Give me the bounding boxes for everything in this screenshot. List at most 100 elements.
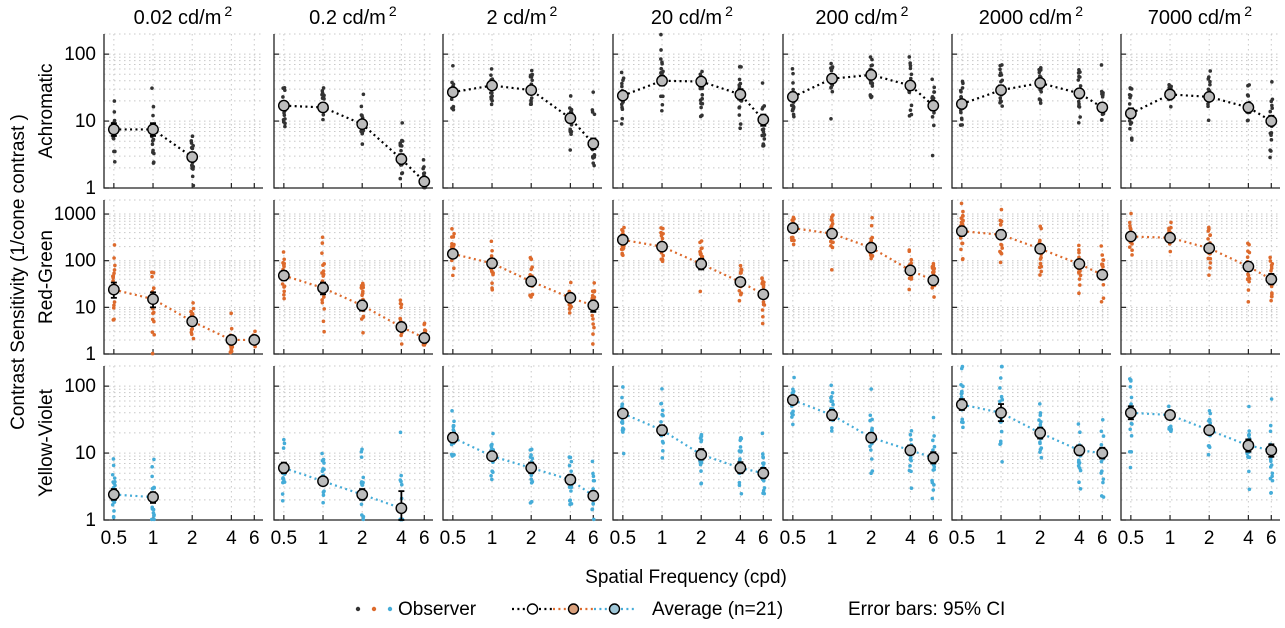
- observer-point: [907, 55, 912, 59]
- average-point: [395, 153, 408, 166]
- observer-point: [660, 456, 665, 460]
- observer-point: [829, 86, 833, 90]
- column-title-superscript: 2: [1244, 3, 1252, 19]
- observer-point: [619, 102, 624, 107]
- legend-observer-dot: [355, 606, 361, 612]
- observer-points: [789, 213, 937, 299]
- observer-point: [932, 266, 937, 271]
- observer-point: [659, 401, 663, 406]
- y-tick-label: 100: [64, 251, 96, 272]
- observer-point: [829, 429, 834, 433]
- observer-point: [830, 426, 834, 430]
- average-point: [656, 424, 668, 437]
- observer-point: [737, 288, 742, 293]
- panel: [612, 32, 772, 189]
- observer-point: [961, 425, 965, 430]
- observer-point: [932, 123, 936, 128]
- observer-point: [1078, 84, 1083, 88]
- panel: [273, 33, 433, 190]
- average-point: [616, 233, 629, 246]
- observer-point: [960, 364, 965, 369]
- observer-point: [529, 68, 534, 73]
- average-line: [113, 493, 154, 499]
- average-point: [486, 79, 498, 92]
- observer-point: [1208, 411, 1213, 416]
- observer-point: [1127, 119, 1132, 123]
- observer-point: [737, 77, 742, 82]
- observer-point: [830, 89, 835, 94]
- x-tick-label: 1: [827, 528, 838, 549]
- observer-point: [529, 480, 534, 485]
- average-point: [486, 257, 498, 270]
- observer-point: [698, 72, 703, 77]
- observer-point: [868, 413, 873, 418]
- observer-point: [112, 149, 116, 154]
- observer-point: [661, 69, 665, 74]
- average-point: [1124, 107, 1137, 120]
- observer-point: [1269, 149, 1273, 153]
- observer-point: [959, 420, 964, 424]
- observer-point: [1099, 429, 1104, 434]
- observer-point: [1268, 429, 1273, 434]
- x-tick-label: 4: [735, 528, 746, 549]
- observer-point: [1099, 471, 1103, 475]
- x-tick-label: 1: [318, 528, 329, 549]
- observer-point: [960, 117, 964, 122]
- observer-point: [870, 57, 874, 62]
- observer-point: [1208, 69, 1213, 73]
- observer-point: [592, 289, 597, 294]
- average-point: [1096, 447, 1109, 459]
- observer-point: [152, 457, 156, 462]
- observer-point: [1246, 288, 1251, 292]
- observer-point: [1077, 248, 1081, 252]
- observer-point: [281, 120, 286, 124]
- observer-point: [790, 237, 795, 242]
- observer-point: [999, 99, 1004, 104]
- observer-point: [1128, 86, 1133, 91]
- legend: Observer Average (n=21) Error bars: 95% …: [355, 599, 1005, 620]
- observer-point: [1037, 70, 1042, 75]
- observer-point: [112, 99, 117, 103]
- observer-point: [791, 422, 795, 427]
- average-point: [587, 299, 600, 312]
- observer-point: [450, 409, 454, 413]
- average-line: [113, 288, 255, 342]
- observer-point: [281, 95, 285, 99]
- observer-point: [151, 270, 156, 275]
- observer-point: [282, 257, 286, 262]
- observer-point: [529, 100, 533, 104]
- observer-point: [1166, 404, 1171, 409]
- average-point: [418, 332, 431, 344]
- average-point: [734, 276, 747, 288]
- x-tick-label: 6: [928, 528, 939, 549]
- observer-point: [191, 306, 196, 311]
- observer-point: [660, 387, 664, 391]
- x-tick-label: 6: [758, 528, 769, 549]
- observer-point: [1000, 397, 1004, 402]
- observer-point: [1078, 487, 1083, 491]
- observer-point: [661, 253, 665, 258]
- average-point: [1242, 101, 1255, 114]
- observer-point: [792, 114, 796, 119]
- observer-point: [698, 436, 703, 440]
- observer-point: [829, 383, 834, 388]
- observer-points: [1127, 377, 1275, 495]
- observer-point: [1268, 255, 1272, 260]
- observer-point: [1269, 284, 1274, 289]
- observer-point: [791, 71, 795, 76]
- x-tick-label: 2: [866, 528, 877, 549]
- observer-point: [1129, 138, 1134, 142]
- x-tick-label: 0.5: [101, 528, 127, 549]
- observer-point: [399, 473, 403, 478]
- legend-observer-label: Observer: [398, 599, 477, 620]
- observer-point: [762, 303, 767, 307]
- observer-point: [399, 342, 404, 346]
- observer-point: [151, 148, 155, 153]
- observer-point: [320, 298, 324, 302]
- average-point: [757, 288, 770, 301]
- panel-grid-lines: [613, 365, 772, 520]
- x-tick-label: 6: [1097, 528, 1108, 549]
- observer-point: [1268, 259, 1273, 263]
- observer-point: [1129, 450, 1134, 454]
- observer-point: [660, 408, 665, 413]
